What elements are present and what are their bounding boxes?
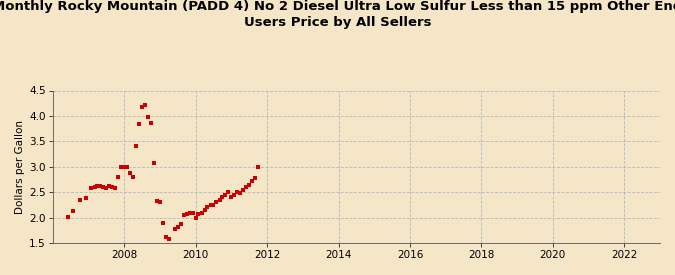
Point <box>226 195 237 199</box>
Point <box>217 195 228 199</box>
Point <box>176 222 186 226</box>
Point <box>246 179 257 183</box>
Point <box>116 165 127 169</box>
Point <box>205 203 216 207</box>
Point <box>244 182 254 187</box>
Point <box>128 175 138 179</box>
Point <box>235 191 246 196</box>
Point <box>130 144 141 148</box>
Point <box>110 185 121 190</box>
Point <box>152 199 163 203</box>
Point <box>163 237 174 241</box>
Point <box>136 104 147 109</box>
Point <box>125 171 136 176</box>
Point <box>142 115 153 120</box>
Point <box>146 121 157 125</box>
Point <box>211 200 222 205</box>
Point <box>232 190 243 194</box>
Point <box>190 216 201 220</box>
Point <box>80 196 91 200</box>
Text: Monthly Rocky Mountain (PADD 4) No 2 Diesel Ultra Low Sulfur Less than 15 ppm Ot: Monthly Rocky Mountain (PADD 4) No 2 Die… <box>0 0 675 29</box>
Point <box>74 198 85 202</box>
Point <box>113 175 124 179</box>
Point <box>148 161 159 165</box>
Point <box>122 164 132 169</box>
Point <box>202 205 213 210</box>
Point <box>208 203 219 207</box>
Point <box>86 186 97 190</box>
Point <box>92 184 103 188</box>
Point <box>199 208 210 212</box>
Point <box>196 210 207 215</box>
Y-axis label: Dollars per Gallon: Dollars per Gallon <box>15 120 25 214</box>
Point <box>182 211 192 216</box>
Point <box>252 164 263 169</box>
Point <box>98 185 109 189</box>
Point <box>223 190 234 194</box>
Point <box>134 121 144 126</box>
Point <box>107 185 118 189</box>
Point <box>119 164 130 169</box>
Point <box>178 213 189 217</box>
Point <box>184 210 195 215</box>
Point <box>193 212 204 216</box>
Point <box>101 186 112 190</box>
Point <box>241 185 252 189</box>
Point <box>157 221 168 225</box>
Point <box>161 235 171 239</box>
Point <box>214 198 225 202</box>
Point <box>104 184 115 188</box>
Point <box>220 192 231 197</box>
Point <box>68 208 79 213</box>
Point <box>238 188 248 192</box>
Point <box>172 225 183 229</box>
Point <box>89 185 100 189</box>
Point <box>169 227 180 231</box>
Point <box>155 200 165 205</box>
Point <box>140 103 151 107</box>
Point <box>95 184 106 188</box>
Point <box>62 214 73 219</box>
Point <box>188 210 198 215</box>
Point <box>229 192 240 197</box>
Point <box>250 176 261 180</box>
